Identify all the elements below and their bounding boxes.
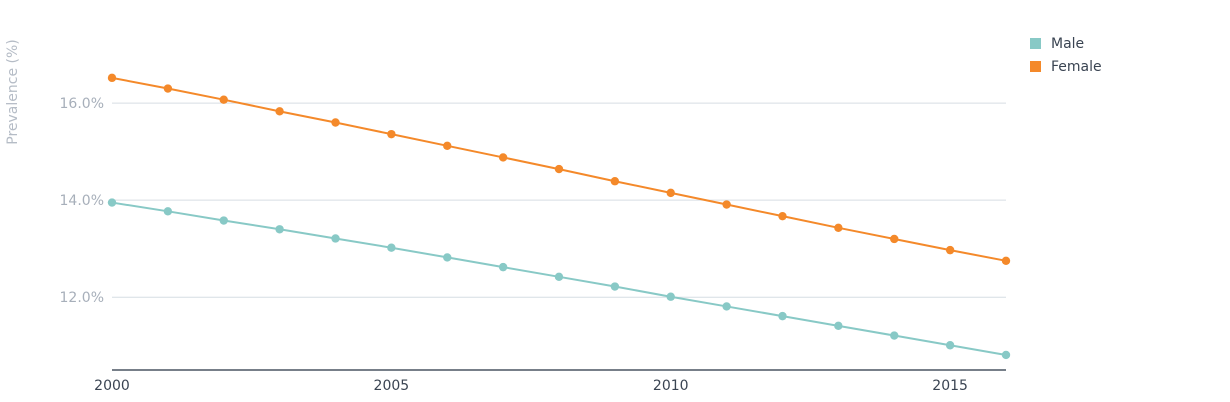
data-point-male[interactable] <box>331 234 340 243</box>
data-point-male[interactable] <box>387 243 396 252</box>
x-tick-label: 2005 <box>374 378 410 394</box>
x-tick-label: 2015 <box>932 378 968 394</box>
data-point-female[interactable] <box>498 153 508 162</box>
y-axis-label: Prevalence (%) <box>5 39 21 145</box>
data-point-female[interactable] <box>610 177 620 186</box>
legend-label-male: Male <box>1051 35 1085 52</box>
data-point-male[interactable] <box>554 272 564 282</box>
data-point-male[interactable] <box>666 292 675 301</box>
legend-item-male[interactable]: Male <box>1030 32 1102 55</box>
data-point-female[interactable] <box>219 95 228 104</box>
data-point-female[interactable] <box>107 73 117 83</box>
data-point-female[interactable] <box>722 200 731 209</box>
legend-label-female: Female <box>1051 58 1102 75</box>
data-point-male[interactable] <box>1001 350 1011 360</box>
data-point-male[interactable] <box>107 198 117 207</box>
data-point-female[interactable] <box>554 164 564 174</box>
data-point-female[interactable] <box>834 223 843 233</box>
data-point-male[interactable] <box>219 216 228 225</box>
data-point-male[interactable] <box>890 331 899 340</box>
x-tick-label: 2000 <box>94 378 130 394</box>
y-tick-label: 12.0% <box>60 290 104 306</box>
data-point-female[interactable] <box>890 234 899 244</box>
data-point-male[interactable] <box>834 321 843 331</box>
data-point-male[interactable] <box>163 207 173 216</box>
data-point-female[interactable] <box>387 129 396 139</box>
y-tick-label: 16.0% <box>60 96 104 112</box>
data-point-female[interactable] <box>778 211 787 221</box>
data-point-female[interactable] <box>1001 256 1011 266</box>
data-point-female[interactable] <box>945 245 955 255</box>
data-point-male[interactable] <box>778 311 787 321</box>
y-tick-label: 14.0% <box>60 193 104 209</box>
legend-item-female[interactable]: Female <box>1030 55 1102 78</box>
data-point-male[interactable] <box>498 262 508 272</box>
data-point-male[interactable] <box>275 225 284 234</box>
data-point-female[interactable] <box>443 141 452 150</box>
x-tick-labels: 2000 2005 2010 2015 <box>94 378 968 394</box>
x-tick-label: 2010 <box>653 378 689 394</box>
data-point-female[interactable] <box>275 107 284 116</box>
legend-swatch-female <box>1030 61 1041 72</box>
data-point-female[interactable] <box>331 118 340 127</box>
data-point-male[interactable] <box>945 341 955 350</box>
gridlines <box>112 102 1006 298</box>
legend: Male Female <box>1030 32 1102 78</box>
data-point-male[interactable] <box>610 282 620 291</box>
legend-swatch-male <box>1030 38 1041 49</box>
data-point-male[interactable] <box>443 253 452 262</box>
y-tick-labels: 12.0% 14.0% 16.0% <box>60 96 104 306</box>
data-point-female[interactable] <box>666 188 675 198</box>
series-layer <box>107 73 1011 360</box>
data-point-male[interactable] <box>722 302 731 311</box>
data-point-female[interactable] <box>163 84 173 93</box>
